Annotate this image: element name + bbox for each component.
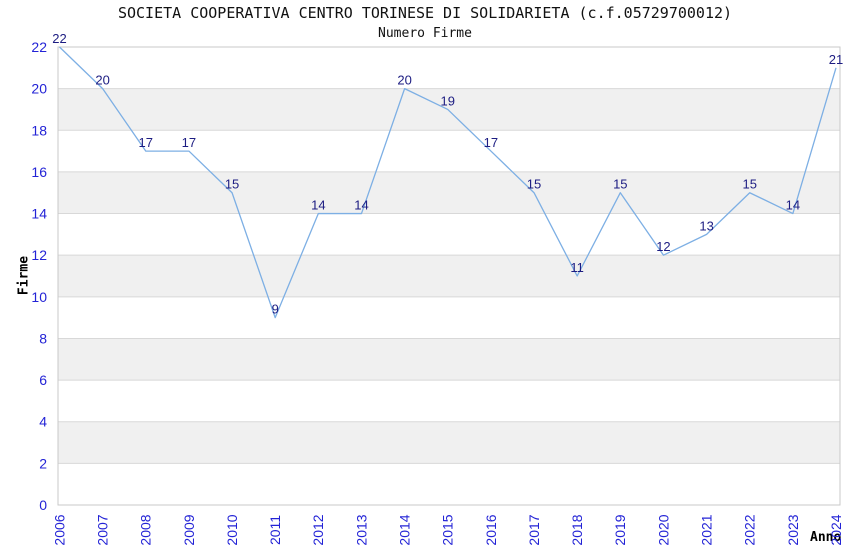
y-tick-label: 4 [39,414,47,430]
y-tick-label: 2 [39,455,47,471]
data-label: 12 [656,239,670,254]
y-tick-label: 14 [31,206,47,222]
data-label: 15 [225,177,239,192]
x-tick-label: 2018 [569,514,585,545]
x-tick-label: 2007 [95,514,111,545]
data-label: 13 [699,218,713,233]
x-tick-label: 2012 [310,514,326,545]
x-tick-label: 2011 [267,515,283,545]
data-label: 14 [354,198,368,213]
y-tick-label: 6 [39,372,47,388]
data-label: 15 [613,177,627,192]
x-tick-label: 2014 [397,514,413,545]
x-tick-label: 2009 [181,514,197,545]
x-tick-label: 2021 [698,514,714,545]
data-label: 14 [311,198,325,213]
x-tick-label: 2013 [353,514,369,545]
chart-subtitle: Numero Firme [378,26,472,41]
data-label: 22 [52,31,66,46]
data-label: 17 [139,135,153,150]
y-tick-label: 12 [31,247,47,263]
series-line [59,46,837,319]
data-label: 14 [786,198,800,213]
x-tick-label: 2016 [483,514,499,545]
chart-title: SOCIETA COOPERATIVA CENTRO TORINESE DI S… [117,4,733,22]
plot-band [58,171,840,214]
y-tick-label: 8 [39,330,47,346]
y-tick-label: 0 [39,497,47,513]
x-tick-label: 2023 [785,514,801,545]
data-label: 17 [182,135,196,150]
plot-band [58,421,840,464]
data-label: 20 [95,73,109,88]
plot-band [58,88,840,131]
y-tick-label: 10 [31,289,47,305]
x-axis-title: Anno [810,530,842,545]
x-tick-label: 2010 [224,514,240,545]
data-label: 17 [484,135,498,150]
x-tick-label: 2015 [440,514,456,545]
y-tick-label: 20 [31,81,47,97]
y-tick-label: 22 [31,39,47,55]
x-tick-label: 2022 [742,514,758,545]
y-tick-label: 18 [31,122,47,138]
data-label: 15 [527,177,541,192]
x-tick-label: 2006 [51,514,67,545]
data-label: 21 [829,52,843,67]
x-tick-label: 2024 [828,514,844,545]
plot-border [57,46,841,506]
x-tick-label: 2008 [138,514,154,545]
data-label: 20 [397,73,411,88]
plot-band [58,338,840,381]
x-tick-label: 2019 [612,514,628,545]
plot-band [58,255,840,297]
data-label: 15 [742,177,756,192]
data-label: 9 [272,302,279,317]
data-label: 11 [570,260,584,275]
x-tick-label: 2020 [655,514,671,545]
data-label: 19 [441,93,455,108]
x-tick-label: 2017 [526,514,542,545]
y-tick-label: 16 [31,164,47,180]
